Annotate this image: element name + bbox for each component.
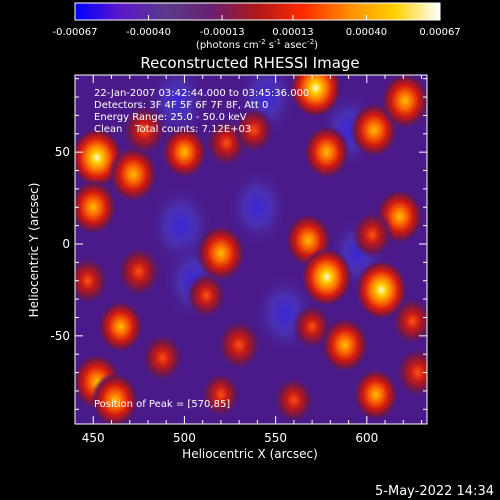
colorbar-tick-label: -0.00013 [200,27,245,38]
y-tick-label: 50 [55,145,70,159]
x-tick-label: 450 [82,431,105,445]
hot-source [141,333,184,383]
hot-source [380,75,427,130]
colorbar-unit-label: (photons cm-2 s-1 asec-2) [196,38,318,51]
x-tick-label: 600 [355,431,378,445]
hot-source [292,303,333,350]
hot-source [75,256,109,306]
hot-source [185,271,227,320]
plot-annotations: 22-Jan-2007 03:42:44.000 to 03:45:36.000… [94,88,309,410]
chart-title: Reconstructed RHESSI Image [140,54,359,72]
hot-source [116,245,162,298]
colorbar-tick-label: 0.00040 [346,27,387,38]
plot-frame [74,74,428,425]
annotation-peak: Position of Peak = [570,85] [94,399,230,410]
footer-date: 5-May-2022 14:34 [375,484,494,499]
hot-source [289,75,342,118]
annotation-time: 22-Jan-2007 03:42:44.000 to 03:45:36.000 [94,88,309,99]
hot-source [97,300,144,354]
hot-source [161,125,208,179]
x-axis-label: Heliocentric X (arcsec) [182,447,318,461]
annotation-detectors: Detectors: 3F 4F 5F 6F 7F 8F, Att 0 [94,100,268,111]
x-tick-label: 550 [264,431,287,445]
colorbar-tick-label: -0.00067 [53,27,98,38]
y-axis-label: Heliocentric Y (arcsec) [27,183,41,318]
y-tick-label: 0 [62,237,70,251]
hot-source [320,317,370,373]
heatmap-image [75,75,427,424]
annotation-clean: Clean Total counts: 7.12E+03 [94,124,251,135]
colorbar-tick-label: -0.00040 [126,27,171,38]
hot-source [75,179,118,236]
colorbar-ticks: -0.00067 -0.00040 -0.00013 0.00013 0.00040 0.… [53,15,461,38]
heatmap-sources [75,75,427,424]
x-tick-label: 500 [173,431,196,445]
hot-source [395,346,427,399]
hot-source [301,247,353,307]
hot-source [273,376,315,424]
hot-source [196,224,246,282]
colorbar-tick-label: 0.00067 [419,27,460,38]
y-tick-label: -50 [50,329,70,343]
hot-source [352,368,399,422]
colorbar: -0.00067 -0.00040 -0.00013 0.00013 0.00040 0.… [53,2,461,51]
hot-source [121,104,167,156]
hot-source [90,372,140,424]
hot-source [355,259,408,320]
colorbar-tick-label: 0.00013 [272,27,313,38]
hot-source [303,124,351,180]
colorbar-gradient [74,2,441,21]
hot-source [108,145,159,203]
cold-source [226,166,289,248]
hot-source [351,210,394,260]
hot-source [391,296,427,346]
annotation-energy: Energy Range: 25.0 - 50.0 keV [94,112,247,123]
hot-source [233,106,275,154]
hot-source [216,319,262,371]
hot-source [200,371,241,418]
